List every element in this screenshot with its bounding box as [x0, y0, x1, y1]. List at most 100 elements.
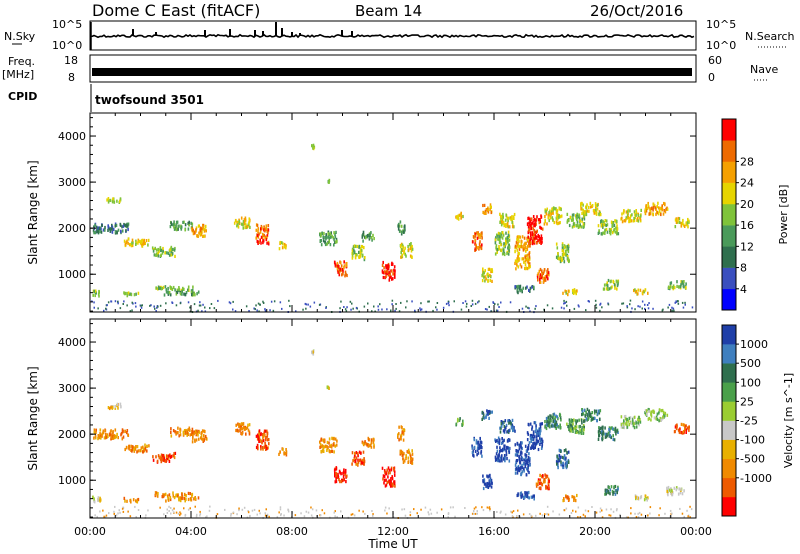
patch-cell	[360, 244, 363, 249]
patch-cell	[581, 425, 583, 430]
noise-cell	[401, 508, 403, 511]
patch-cell	[611, 231, 614, 235]
patch-cell	[482, 474, 484, 478]
patch-cell	[258, 437, 261, 441]
patch-cell	[656, 417, 659, 421]
patch-cell	[403, 452, 405, 456]
patch-cell	[574, 419, 577, 423]
patch-cell	[130, 244, 133, 248]
patch-cell	[489, 205, 492, 209]
patch-cell	[581, 408, 583, 412]
patch-cell	[505, 213, 507, 217]
patch-cell	[621, 220, 624, 224]
noise-cell	[496, 309, 499, 312]
patch-cell	[403, 251, 405, 255]
patch-cell	[235, 428, 237, 433]
patch-cell	[358, 254, 361, 258]
noise-cell	[575, 510, 577, 513]
patch-cell	[262, 434, 265, 438]
patch-cell	[556, 462, 558, 466]
patch-cell	[558, 207, 561, 211]
patch-cell	[115, 435, 118, 439]
patch-cell	[109, 198, 112, 202]
patch-cell	[518, 447, 521, 451]
patch-cell	[565, 252, 567, 256]
colorbar-segment	[722, 140, 736, 162]
patch-cell	[633, 218, 636, 223]
patch-cell	[526, 492, 529, 496]
patch-cell	[524, 267, 527, 271]
patch-cell	[485, 208, 488, 212]
noise-cell	[566, 304, 568, 307]
colorbar-segment	[722, 161, 736, 183]
patch-cell	[528, 470, 530, 475]
patch-cell	[530, 226, 533, 230]
colorbar-tick-label: 25	[740, 395, 754, 408]
patch-cell	[388, 479, 390, 483]
patch-cell	[125, 241, 128, 245]
patch-cell	[673, 486, 676, 490]
patch-cell	[658, 419, 660, 423]
patch-cell	[616, 491, 618, 495]
noise-cell	[544, 513, 546, 516]
patch-cell	[609, 488, 612, 492]
patch-cell	[538, 235, 540, 239]
patch-cell	[496, 457, 499, 461]
patch-cell	[113, 434, 116, 438]
patch-cell	[529, 422, 532, 426]
patch-cell	[390, 479, 392, 484]
patch-cell	[569, 428, 572, 432]
patch-cell	[614, 429, 616, 433]
patch-cell	[567, 460, 570, 464]
patch-cell	[675, 427, 678, 431]
patch-cell	[644, 409, 647, 413]
patch-cell	[525, 245, 527, 250]
patch-cell	[505, 239, 507, 243]
patch-cell	[633, 415, 636, 419]
patch-cell	[328, 386, 330, 390]
patch-cell	[527, 238, 529, 242]
patch-cell	[369, 233, 371, 237]
patch-cell	[539, 220, 542, 224]
patch-cell	[110, 433, 112, 437]
noise-cell	[595, 306, 598, 309]
patch-cell	[546, 207, 548, 211]
patch-cell	[602, 223, 604, 227]
noise-cell	[674, 301, 676, 304]
noise-cell	[137, 509, 140, 511]
patch-cell	[576, 220, 579, 224]
noise-cell	[245, 305, 248, 308]
patch-cell	[559, 416, 562, 420]
patch-cell	[630, 421, 632, 425]
patch-cell	[387, 466, 390, 470]
patch-cell	[559, 455, 561, 459]
patch-cell	[501, 236, 504, 240]
patch-cell	[474, 232, 477, 237]
noise-cell	[254, 308, 256, 311]
patch-cell	[184, 223, 187, 227]
patch-cell	[160, 287, 163, 291]
patch-cell	[561, 246, 564, 251]
patch-cell	[237, 225, 240, 229]
noise-cell	[677, 302, 680, 305]
patch-cell	[525, 453, 527, 457]
patch-cell	[566, 212, 569, 216]
patch-cell	[136, 445, 139, 449]
patch-cell	[117, 406, 119, 410]
patch-cell	[243, 427, 246, 431]
patch-cell	[586, 418, 588, 422]
patch-cell	[485, 484, 487, 488]
patch-cell	[502, 215, 504, 219]
patch-cell	[460, 215, 463, 219]
patch-cell	[545, 475, 547, 479]
noise-cell	[119, 511, 121, 514]
patch-cell	[402, 245, 404, 249]
patch-cell	[685, 430, 687, 434]
patch-cell	[591, 204, 594, 208]
patch-cell	[127, 433, 130, 437]
patch-cell	[518, 469, 521, 473]
noise-cell	[372, 514, 374, 517]
patch-cell	[600, 219, 602, 224]
patch-cell	[581, 202, 583, 206]
patch-cell	[535, 482, 538, 486]
